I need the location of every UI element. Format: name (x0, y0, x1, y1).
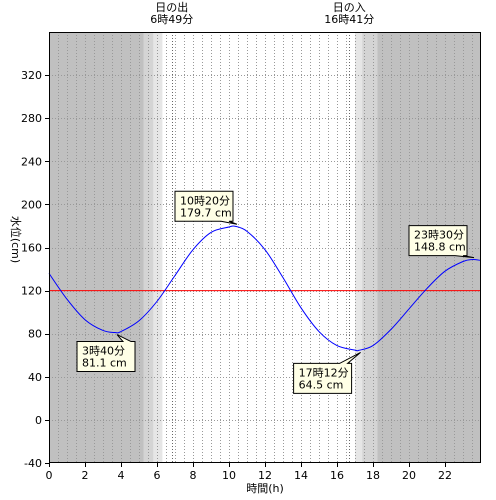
y-tick-label: 80 (28, 328, 42, 341)
callout-time: 23時30分 (414, 229, 464, 242)
y-tick-label: 280 (21, 112, 42, 125)
callout-value: 148.8 cm (414, 241, 466, 254)
y-tick-label: 160 (21, 242, 42, 255)
callout-box (174, 190, 238, 225)
night-band (49, 32, 144, 463)
x-tick-label: 14 (294, 469, 308, 482)
x-tick-label: 22 (438, 469, 452, 482)
callout-value: 81.1 cm (82, 357, 127, 370)
y-tick-label: 40 (28, 371, 42, 384)
callout-value: 64.5 cm (299, 378, 344, 391)
y-tick-label: 120 (21, 285, 42, 298)
y-tick-label: 200 (21, 198, 42, 211)
callout-box (408, 225, 475, 259)
y-tick-label: 0 (35, 414, 42, 427)
x-tick-label: 20 (402, 469, 416, 482)
night-band (362, 32, 378, 463)
y-axis-label: 水位(cm) (9, 216, 23, 263)
callout-value: 179.7 cm (180, 206, 232, 219)
sunrise-time: 6時49分 (150, 13, 193, 26)
callout-time: 10時20分 (180, 194, 230, 207)
y-tick-label: -40 (24, 457, 42, 470)
night-band (153, 32, 163, 463)
plot-frame (49, 32, 481, 463)
x-tick-label: 8 (190, 469, 197, 482)
callout-time: 17時12分 (299, 366, 349, 379)
x-tick-label: 16 (330, 469, 344, 482)
x-tick-label: 2 (82, 469, 89, 482)
x-tick-label: 12 (258, 469, 272, 482)
x-tick-label: 0 (46, 469, 53, 482)
water-level-line (48, 225, 482, 352)
sunset-label: 日の入 (333, 1, 366, 14)
sunrise-label: 日の出 (155, 0, 188, 14)
callout-box (293, 351, 361, 394)
x-tick-label: 4 (118, 469, 125, 482)
x-tick-label: 18 (366, 469, 380, 482)
x-tick-label: 10 (222, 469, 236, 482)
x-tick-label: 6 (154, 469, 161, 482)
x-axis-label: 時間(h) (246, 482, 284, 495)
night-band (355, 32, 363, 463)
callout-box (76, 334, 136, 373)
y-tick-label: 240 (21, 155, 42, 168)
night-band (143, 32, 154, 463)
y-tick-label: 320 (21, 69, 42, 82)
callout-time: 3時40分 (82, 345, 125, 358)
sunset-time: 16時41分 (324, 13, 374, 26)
